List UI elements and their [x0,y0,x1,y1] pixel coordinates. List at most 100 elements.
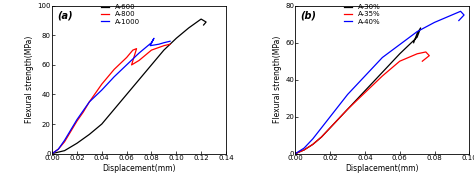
A-1000 [167,40,173,42]
A-800 [136,59,142,62]
A-600 [49,152,55,155]
A-35% [419,60,425,62]
A-600 [62,150,67,152]
A-40% [362,75,368,77]
A-800 [68,130,73,133]
Y-axis label: Flexural strength(MPa): Flexural strength(MPa) [273,36,283,123]
A-40% [310,138,316,140]
A-800 [62,141,67,143]
A-800 [49,152,55,155]
Legend: A-600, A-800, A-1000: A-600, A-800, A-1000 [101,4,140,25]
A-800 [74,120,80,122]
A-35% [292,152,298,155]
A-1000 [55,148,61,150]
A-800 [149,49,155,51]
A-600 [173,37,179,39]
A-800 [129,64,135,66]
Y-axis label: Flexural strength(MPa): Flexural strength(MPa) [26,36,35,123]
A-35% [397,60,402,62]
A-800 [111,68,117,70]
X-axis label: Displacement(mm): Displacement(mm) [346,164,419,173]
A-1000 [147,45,153,47]
A-30% [397,53,402,55]
A-40% [301,147,307,149]
A-1000 [62,139,67,142]
A-35% [362,91,368,94]
A-30% [292,152,298,155]
A-600 [198,18,204,20]
A-30% [328,127,333,129]
A-800 [134,47,139,50]
A-35% [414,53,420,55]
A-600 [74,142,80,144]
A-1000 [151,37,157,39]
A-40% [461,14,467,16]
Legend: A-30%, A-35%, A-40%: A-30%, A-35%, A-40% [344,4,381,25]
A-40% [432,21,438,24]
A-1000 [111,76,117,78]
A-35% [423,51,428,53]
A-600 [111,108,117,110]
A-30% [319,136,324,138]
X-axis label: Displacement(mm): Displacement(mm) [102,164,176,173]
A-800 [99,83,105,85]
A-40% [292,152,298,155]
A-800 [80,111,86,113]
A-600 [201,24,207,26]
A-1000 [68,129,73,131]
A-35% [345,108,350,110]
A-600 [149,64,155,66]
A-40% [458,10,464,12]
A-40% [397,43,402,46]
Text: (a): (a) [57,10,73,20]
Line: A-800: A-800 [52,44,170,154]
A-40% [328,116,333,118]
A-1000 [149,41,155,44]
A-40% [336,104,342,107]
A-600 [161,49,167,51]
A-800 [161,45,167,47]
Line: A-600: A-600 [52,19,206,154]
A-30% [418,27,423,29]
A-600 [186,27,191,29]
A-40% [414,31,420,33]
A-40% [456,19,462,22]
A-1000 [136,52,142,54]
A-600 [203,21,209,23]
A-35% [319,136,324,138]
A-40% [345,93,350,96]
A-35% [328,127,333,129]
A-800 [87,101,92,103]
A-1000 [124,64,129,66]
A-600 [87,133,92,136]
A-35% [301,149,307,151]
A-1000 [99,89,105,91]
A-30% [411,41,417,44]
A-1000 [49,152,55,155]
A-600 [124,93,129,96]
A-1000 [156,43,162,45]
A-30% [310,143,316,146]
A-35% [380,75,385,77]
A-40% [449,14,455,16]
A-800 [167,43,173,45]
A-35% [310,143,316,146]
A-800 [130,49,136,51]
A-30% [362,90,368,92]
Text: (b): (b) [301,10,317,20]
A-40% [380,56,385,59]
A-30% [345,108,350,110]
A-1000 [74,118,80,121]
A-600 [99,123,105,125]
A-1000 [80,110,86,112]
Line: A-35%: A-35% [295,52,429,154]
Line: A-1000: A-1000 [52,38,170,154]
A-30% [301,149,307,151]
A-600 [136,79,142,81]
A-800 [55,148,61,150]
A-40% [319,127,324,129]
A-30% [414,36,420,38]
Line: A-40%: A-40% [295,11,464,154]
A-35% [427,55,432,57]
Line: A-30%: A-30% [295,28,420,154]
